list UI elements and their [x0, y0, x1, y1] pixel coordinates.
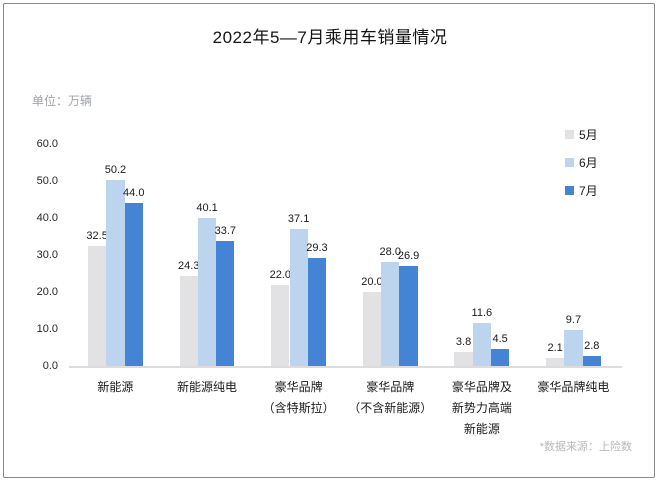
bar-value-label: 40.1 — [196, 201, 218, 214]
legend-label: 5月 — [579, 127, 598, 142]
bar-6月-新能源纯电 — [197, 217, 217, 366]
bar-value-label: 24.3 — [178, 260, 200, 273]
category-label-豪华品牌纯电: 豪华品牌纯电 — [515, 377, 631, 398]
legend-swatch-icon — [565, 157, 574, 167]
y-axis-tick: 50.0 — [36, 175, 58, 187]
category-label-line: （含特斯拉） — [262, 401, 335, 415]
chart-title: 2022年5—7月乘用车销量情况 — [212, 28, 448, 47]
category-label-新能源纯电: 新能源纯电 — [149, 377, 265, 398]
category-label-豪华品牌及新势力高端新能源: 豪华品牌及新势力高端新能源 — [424, 377, 540, 440]
bar-value-label: 33.7 — [214, 225, 237, 238]
legend-item-7月: 7月 — [565, 176, 635, 204]
legend-item-6月: 6月 — [565, 148, 635, 176]
bar-value-label: 2.8 — [584, 339, 600, 352]
category-label-line: 新势力高端 — [451, 401, 512, 415]
bar-6月-豪华品牌（含特斯拉） — [289, 228, 308, 366]
legend-item-5月: 5月 — [565, 120, 635, 148]
y-axis-tick: 10.0 — [36, 323, 58, 335]
category-label-line: 豪华品牌纯电 — [537, 380, 610, 394]
legend-swatch-icon — [565, 129, 574, 139]
legend-label: 7月 — [579, 183, 598, 198]
bar-value-label: 9.7 — [565, 314, 582, 327]
bar-value-label: 32.5 — [86, 229, 108, 242]
y-axis-tick: 20.0 — [36, 286, 58, 298]
bar-value-label: 26.9 — [397, 250, 420, 263]
y-axis-tick: 0.0 — [42, 360, 58, 372]
bar-5月-豪华品牌（不含新能源） — [362, 292, 382, 366]
bar-value-label: 4.5 — [492, 333, 508, 346]
bar-7月-新能源 — [124, 203, 143, 366]
bar-5月-豪华品牌纯电 — [546, 358, 565, 366]
bar-7月-新能源纯电 — [216, 241, 235, 366]
legend: 5月 6月 7月 — [565, 120, 635, 204]
legend-swatch-icon — [565, 185, 574, 195]
category-label-line: 豪华品牌及 — [451, 380, 512, 394]
category-label-line: 豪华品牌 — [274, 380, 323, 394]
category-label-line: 新能源 — [97, 380, 134, 394]
y-axis-tick: 40.0 — [36, 212, 58, 224]
bar-6月-豪华品牌及新势力高端新能源 — [472, 323, 491, 366]
bar-value-label: 11.6 — [471, 307, 493, 320]
bar-value-label: 28.0 — [379, 246, 401, 259]
bar-7月-豪华品牌纯电 — [582, 355, 601, 366]
bar-6月-豪华品牌（不含新能源） — [381, 262, 400, 366]
bar-value-label: 20.0 — [361, 276, 383, 288]
bar-value-label: 2.1 — [547, 342, 563, 355]
bar-value-label: 22.0 — [269, 268, 292, 281]
y-axis-tick: 30.0 — [36, 249, 58, 261]
bar-6月-豪华品牌纯电 — [564, 330, 583, 366]
bar-value-label: 44.0 — [123, 187, 145, 200]
legend-label: 6月 — [579, 155, 598, 170]
unit-label: 单位：万辆 — [32, 94, 93, 108]
category-label-新能源: 新能源 — [57, 377, 173, 398]
bar-value-label: 3.8 — [455, 335, 472, 348]
source-footnote: *数据来源：上险数 — [539, 441, 632, 453]
bar-5月-新能源 — [88, 245, 107, 366]
bar-5月-豪华品牌（含特斯拉） — [271, 284, 290, 366]
bar-7月-豪华品牌（不含新能源） — [399, 266, 418, 366]
bar-value-label: 50.2 — [104, 164, 127, 177]
x-axis-line — [69, 366, 622, 368]
bar-5月-豪华品牌及新势力高端新能源 — [454, 351, 473, 366]
category-label-豪华品牌（含特斯拉）: 豪华品牌 （含特斯拉） — [241, 377, 357, 419]
category-label-line: 新能源 — [463, 422, 500, 436]
category-label-line: 豪华品牌 — [366, 380, 415, 394]
bar-7月-豪华品牌（含特斯拉） — [307, 257, 327, 366]
bar-6月-新能源 — [106, 180, 125, 366]
bar-5月-新能源纯电 — [179, 276, 198, 366]
bar-7月-豪华品牌及新势力高端新能源 — [491, 349, 510, 366]
bar-value-label: 29.3 — [306, 241, 328, 254]
y-axis-tick: 60.0 — [36, 138, 58, 150]
category-label-豪华品牌（不含新能源）: 豪华品牌 （不含新能源） — [332, 377, 448, 419]
bar-value-label: 37.1 — [287, 212, 310, 225]
category-label-line: 新能源纯电 — [177, 380, 238, 394]
category-label-line: （不含新能源） — [348, 401, 433, 415]
